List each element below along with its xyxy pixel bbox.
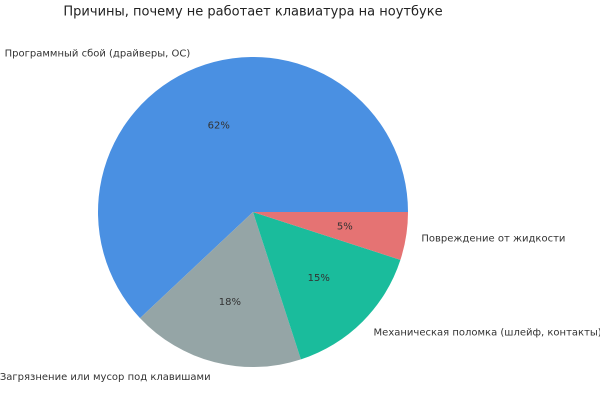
value-label: 5% — [337, 222, 353, 233]
value-label: 15% — [308, 273, 330, 284]
pie-slice — [253, 212, 401, 360]
value-label: 18% — [219, 297, 241, 308]
slice-label: Механическая поломка (шлейф, контакты) — [374, 328, 600, 339]
pie-slice — [97, 57, 408, 319]
slice-label: Повреждение от жидкости — [421, 234, 565, 245]
pie-slice — [253, 212, 408, 260]
slice-label: Программный сбой (драйверы, ОС) — [5, 48, 191, 59]
slice-label: Загрязнение или мусор под клавишами — [0, 372, 211, 383]
chart-title: Причины, почему не работает клавиатура н… — [63, 5, 442, 20]
pie-slice — [140, 212, 301, 367]
value-label: 62% — [208, 121, 230, 132]
